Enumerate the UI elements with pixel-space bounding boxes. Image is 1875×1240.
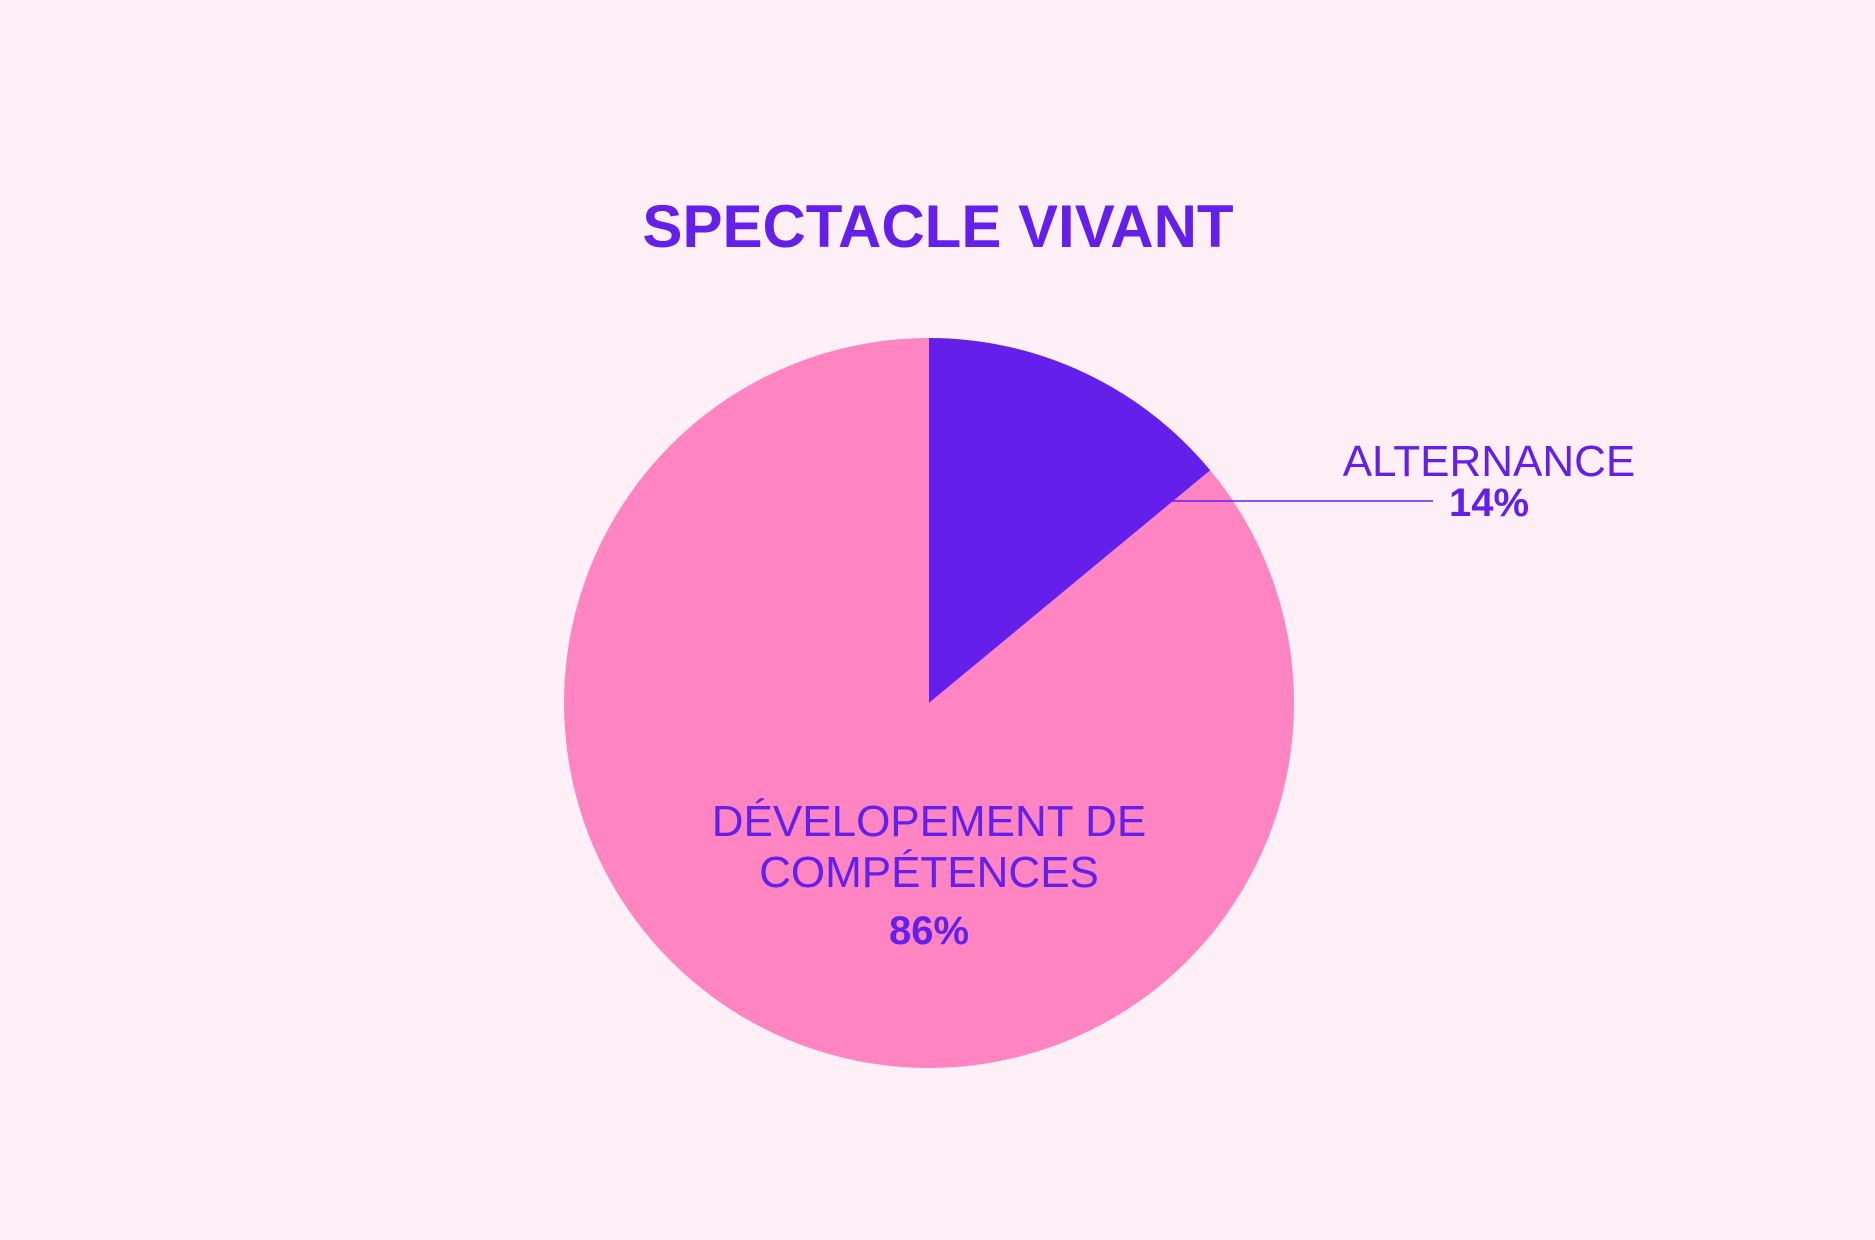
slice-value-label: 86% [888, 909, 970, 953]
slice-value-label: 14% [1448, 481, 1530, 525]
pie-slice [563, 338, 1294, 1068]
chart-title: SPECTACLE VIVANT [642, 193, 1233, 260]
pie-slice [929, 338, 1211, 703]
slice-label: DÉVELOPEMENT DE COMPÉTENCES [711, 797, 1147, 897]
slice-label: ALTERNANCE [1342, 437, 1636, 486]
